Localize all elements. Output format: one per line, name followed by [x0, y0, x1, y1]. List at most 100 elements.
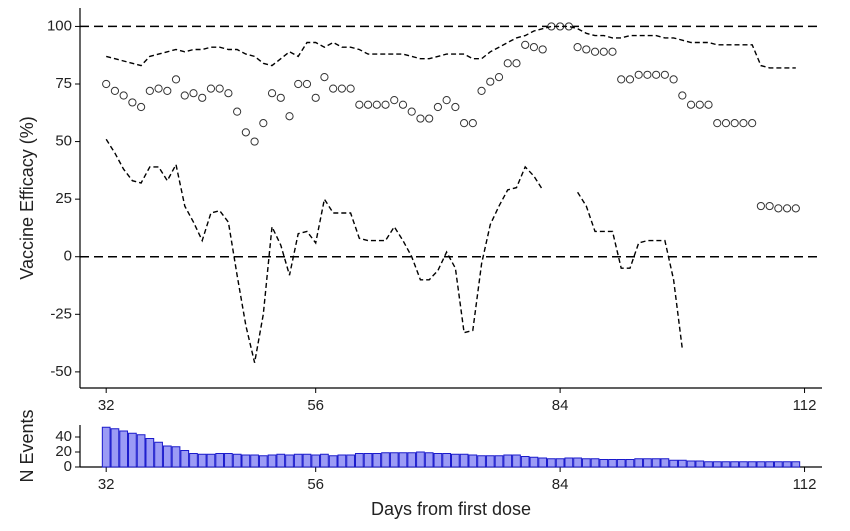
y-tick-label: 0 — [64, 458, 72, 475]
point — [730, 119, 739, 128]
y-tick-label: 0 — [64, 248, 72, 265]
bar — [616, 459, 626, 468]
bar — [328, 455, 338, 468]
point — [137, 102, 146, 112]
bar — [241, 454, 251, 468]
point — [276, 93, 285, 102]
bar — [599, 459, 609, 468]
point — [267, 89, 277, 98]
point — [791, 204, 800, 213]
x-tick-label: 84 — [552, 397, 569, 414]
point — [163, 86, 172, 96]
point — [233, 107, 242, 116]
point — [643, 70, 652, 79]
bar — [677, 459, 687, 468]
point — [756, 201, 765, 211]
point — [390, 96, 399, 105]
point — [573, 43, 582, 52]
bar — [756, 461, 766, 468]
bar — [293, 453, 303, 468]
point — [713, 119, 722, 128]
point — [599, 47, 608, 56]
bar — [494, 455, 504, 468]
bar — [110, 428, 120, 468]
point — [102, 79, 111, 89]
point — [224, 89, 233, 98]
bar — [712, 461, 722, 468]
x-tick-label: 56 — [307, 397, 324, 414]
bar — [442, 453, 452, 468]
bar — [451, 453, 460, 468]
bar — [250, 454, 259, 468]
bar — [660, 458, 670, 468]
bar — [363, 453, 373, 468]
bar — [686, 460, 696, 468]
point — [119, 91, 128, 100]
point — [669, 75, 678, 84]
bar — [721, 461, 731, 468]
bar — [608, 459, 617, 468]
point — [128, 98, 137, 107]
bar — [485, 455, 495, 468]
point — [739, 119, 748, 128]
bar — [459, 453, 469, 468]
point — [486, 77, 495, 86]
point — [765, 201, 774, 211]
y-axis-label: N Events — [17, 409, 37, 482]
point — [459, 119, 469, 128]
point — [608, 47, 617, 56]
point — [285, 112, 294, 121]
bar — [520, 456, 530, 468]
bar — [398, 452, 408, 468]
point — [425, 114, 434, 123]
x-tick-label: 112 — [793, 476, 817, 493]
point — [241, 128, 250, 137]
y-tick-label: 20 — [55, 443, 72, 460]
point — [215, 84, 224, 93]
bar — [354, 453, 364, 468]
point — [494, 72, 504, 82]
point — [704, 100, 713, 109]
bar — [372, 453, 382, 468]
point — [372, 100, 381, 109]
bar — [171, 446, 181, 468]
point — [302, 79, 312, 89]
bar — [651, 458, 661, 468]
bar — [232, 453, 242, 468]
bar — [730, 461, 740, 468]
point — [678, 91, 687, 100]
y-tick-label: 25 — [55, 190, 72, 207]
point — [294, 79, 303, 89]
point — [259, 119, 268, 128]
point — [320, 72, 329, 82]
point — [782, 204, 792, 213]
bar — [503, 454, 513, 468]
point — [311, 93, 320, 102]
bar — [704, 461, 713, 468]
bar — [224, 453, 233, 468]
bar — [311, 454, 321, 468]
x-tick-label: 112 — [793, 397, 817, 414]
bar — [285, 454, 294, 468]
bar — [381, 452, 390, 468]
bar — [433, 453, 443, 468]
bar — [477, 455, 486, 468]
point — [477, 86, 486, 96]
bar — [154, 441, 163, 468]
x-tick-label: 56 — [307, 476, 324, 493]
bar — [145, 438, 155, 468]
point — [521, 40, 530, 49]
point — [189, 89, 198, 98]
bar — [258, 455, 268, 468]
bar — [267, 454, 277, 468]
point — [337, 84, 346, 93]
bar — [424, 452, 434, 468]
bar — [590, 458, 600, 468]
bar — [739, 461, 748, 468]
bar — [669, 459, 678, 468]
bar — [101, 426, 111, 468]
point — [442, 96, 451, 105]
point — [154, 84, 163, 93]
bar — [791, 461, 801, 468]
